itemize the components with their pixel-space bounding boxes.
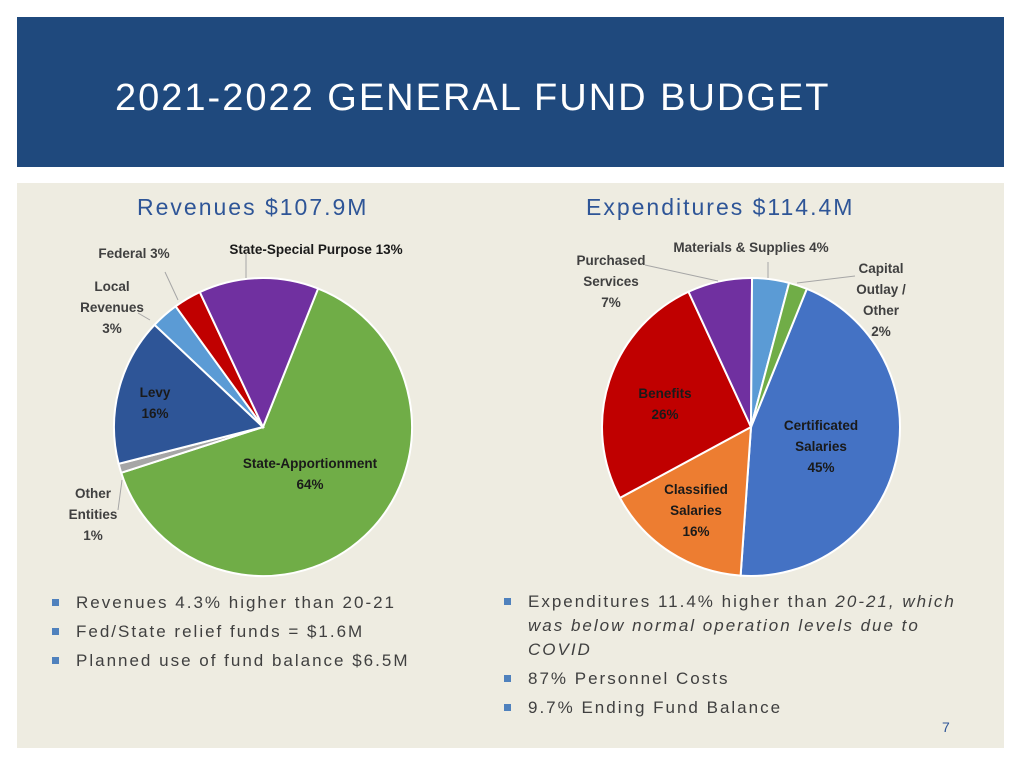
revenue-note: Planned use of fund balance $6.5M — [50, 649, 409, 673]
revenue-note: Revenues 4.3% higher than 20-21 — [50, 591, 409, 615]
slice-label-line: Salaries — [795, 439, 847, 454]
slice-label-line: 2% — [871, 324, 891, 339]
slice-label-line: 7% — [601, 295, 621, 310]
leader-line — [796, 275, 856, 284]
slice-label-line: Revenues — [80, 300, 144, 315]
leader-line — [117, 479, 123, 511]
revenues-pie — [113, 277, 413, 577]
title-banner: 2021-2022 GENERAL FUND BUDGET — [17, 17, 1004, 167]
slice-label-line: Federal 3% — [98, 246, 170, 261]
slice-label-line: Other — [74, 486, 112, 501]
slice-label-line: 16% — [141, 406, 169, 421]
slice-label: State-Apportionment 64% — [243, 453, 377, 495]
expenditures-chart-title: Expenditures $114.4M — [586, 194, 855, 220]
slice-label: Classified Salaries 16% — [664, 479, 728, 542]
leader-line — [164, 271, 179, 301]
slice-label: Federal 3% — [98, 243, 169, 264]
slice-label: Levy 16% — [140, 382, 171, 424]
slice-label-line: Outlay / — [856, 282, 906, 297]
slice-label-line: Services — [583, 274, 639, 289]
pie-slice-state-special-purpose — [198, 277, 320, 430]
slice-label-line: State-Apportionment — [242, 456, 378, 471]
slice-label: Certificated Salaries 45% — [784, 415, 858, 478]
slice-label-line: Local — [94, 279, 130, 294]
expenditure-note-text: Expenditures 11.4% higher than — [528, 592, 836, 611]
expenditure-note-italic: 20-21, which was below normal operation … — [528, 592, 956, 659]
slice-label-line: 45% — [807, 460, 835, 475]
pie-slice-state-apportionment — [119, 287, 413, 577]
slice-label: Benefits 26% — [638, 383, 691, 425]
slice-label-line: Benefits — [638, 386, 692, 401]
slice-label-line: 26% — [651, 407, 679, 422]
pie-slice-levy — [113, 323, 266, 466]
pie-slice-capital-outlay-other — [750, 281, 809, 428]
slice-label: State-Special Purpose 13% — [229, 239, 402, 260]
slice-label-line: Certificated — [783, 418, 859, 433]
slice-label-line: Entities — [68, 507, 118, 522]
slice-label: Capital Outlay / Other 2% — [856, 258, 906, 342]
slice-label: Other Entities 1% — [69, 483, 118, 546]
slice-label: Purchased Services 7% — [576, 250, 645, 313]
slice-label-line: 3% — [102, 321, 122, 336]
slice-label-line: Classified — [664, 482, 728, 497]
slice-label-line: Materials & Supplies 4% — [673, 240, 829, 255]
leader-line — [644, 264, 719, 282]
revenue-notes: Revenues 4.3% higher than 20-21 Fed/Stat… — [50, 591, 409, 678]
page-number: 7 — [942, 719, 950, 735]
slice-label-line: Levy — [139, 385, 171, 400]
slice-label-line: Salaries — [670, 503, 722, 518]
expenditures-pie — [601, 276, 901, 577]
expenditure-note: 87% Personnel Costs — [502, 667, 972, 691]
slice-label-line: 64% — [296, 477, 324, 492]
pie-slice-certificated-salaries — [739, 287, 901, 577]
expenditure-notes: Expenditures 11.4% higher than 20-21, wh… — [502, 590, 972, 725]
leader-lines — [117, 254, 856, 511]
revenue-note: Fed/State relief funds = $1.6M — [50, 620, 409, 644]
slide-title: 2021-2022 GENERAL FUND BUDGET — [115, 77, 831, 119]
slice-label-line: Other — [862, 303, 900, 318]
pie-slice-benefits — [601, 290, 753, 500]
slice-label-line: 1% — [83, 528, 103, 543]
slice-label-line: State-Special Purpose 13% — [229, 242, 403, 257]
slice-label-line: 16% — [682, 524, 710, 539]
slice-label-line: Purchased — [576, 253, 646, 268]
expenditure-note: 9.7% Ending Fund Balance — [502, 696, 972, 720]
slice-label: Local Revenues 3% — [80, 276, 144, 339]
slice-label-line: Capital — [858, 261, 904, 276]
revenues-chart-title: Revenues $107.9M — [137, 194, 369, 220]
pie-slice-classified-salaries — [618, 425, 753, 577]
expenditure-note: Expenditures 11.4% higher than 20-21, wh… — [502, 590, 972, 662]
leader-line — [137, 312, 151, 321]
slice-label: Materials & Supplies 4% — [673, 237, 828, 258]
